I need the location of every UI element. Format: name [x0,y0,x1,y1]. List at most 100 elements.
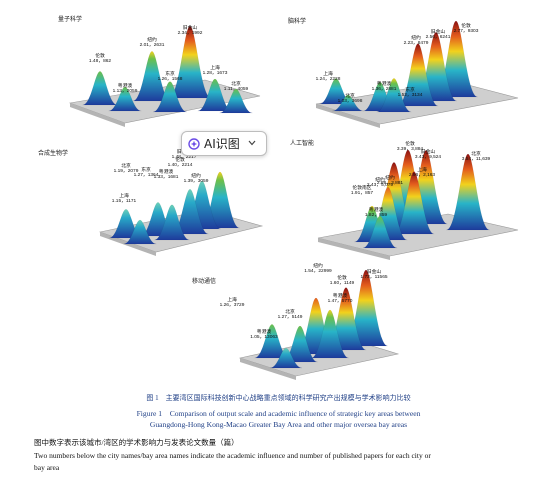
surface-peak [332,94,364,112]
peak-values: 1.82，859 [364,213,388,219]
peak-label: 伦敦南区 1.91，857 [351,186,373,196]
peak-values: 1.52，3134 [397,93,423,99]
peak-label: 北京 1.19，2079 [114,164,139,174]
plot-synthetic-biology: 合成生物学 北京 1.19，2079 上海 1.15，1171 东京 1.27，1364 粤… [30,140,270,262]
peak-city: 东京 [165,72,175,77]
peak-label: 纽约 1.39，3059 [184,174,209,184]
peak-label: 粤港澳 1.82，859 [365,208,387,218]
peak-values: 1.26，3729 [219,303,245,309]
peak-values: 1.27，5149 [277,315,303,321]
peak-city: 粤港澳 [332,294,348,299]
peak-label: 伦敦 1.48，862 [89,54,111,64]
surface-plot [238,269,400,380]
peak-label: 粤港澳 1.13，2059 [113,84,138,94]
peak-label: 粤港澳 1.36，2881 [372,82,397,92]
peak-city: 上海 [227,298,237,303]
peak-label: 上海 2.96，2,163 [409,168,435,178]
peak-values: 3.43，9,524 [414,155,442,161]
peak-label: 上海 1.15，1171 [112,194,136,204]
peak-city: 旧金山 [420,150,436,155]
peak-values: 1.73，11565 [360,275,388,281]
peak-values: 1.19，2079 [113,169,139,175]
plot-brain-science: 脑科学 上海 1.24，2228 北京 1.03，3698 粤港澳 1.36，2881 东京… [288,8,528,130]
peak-values: 1.15，1171 [111,199,137,205]
peak-city: 粤港澳 [368,208,384,213]
surface-peak [446,153,490,231]
surface-peak [219,88,253,114]
peak-city: 粤港澳 [256,330,272,335]
peak-label: 北京 1.11，4059 [224,82,248,92]
peak-label: 纽约 1.54，22999 [304,264,331,274]
peak-label: 纽约 2.43，5,079 [367,178,393,188]
peak-values: 1.13，2059 [112,89,138,95]
surface-plot [317,149,519,260]
peak-city: 上海 [119,194,129,199]
peak-values: 2.86，3,881 [376,181,404,187]
surface-plot [68,25,261,127]
peak-values: 1.40，2214 [167,163,193,169]
peak-label: 北京 1.03，3698 [338,94,363,104]
peak-city: 粤港澳 [117,84,133,89]
plot-artificial-intelligence: 人工智能 伦敦 3.39，3,884 纽约 2.86，3,881 旧金山 3.43，9,5… [288,132,528,262]
peak-label: 旧金山 2.34，1992 [178,26,203,36]
peak-city: 纽约 [313,264,323,269]
figure-caption-zh: 图 1 主要湾区国际科技创新中心战略重点领域的科学研究产出规模与学术影响力比较 [146,394,411,402]
peak-city: 北京 [121,164,131,169]
peak-values: 1.36，2881 [371,87,397,93]
peak-label: 粤港澳 1.33，1681 [154,170,179,180]
peak-city: 东京 [405,88,415,93]
peak-city: 旧金山 [182,26,198,31]
ai-recognize-button[interactable]: AI识图 [181,131,267,156]
peak-city: 伦敦 [175,158,185,163]
peak-values: 1.03，3698 [337,99,363,105]
peak-city: 伦敦 [337,276,347,281]
figure-note-zh: 图中数字表示该城市/湾区的学术影响力与发表论文数量（篇） [34,438,239,447]
peak-label: 上海 1.24，2228 [316,72,341,82]
surface-peak [108,86,142,112]
peak-values: 2.56，6241 [425,35,451,41]
panel-title: 移动通信 [192,279,217,285]
peak-city: 粤港澳 [376,82,392,87]
peak-city: 东京 [141,168,151,173]
peak-values: 1.33，1681 [153,175,179,181]
peak-city: 伦敦 [95,54,105,59]
peak-label: 东京 1.26，1568 [158,72,183,82]
peak-city: 纽约 [385,176,395,181]
surface-plot [315,20,519,128]
peak-values: 1.11，4059 [223,87,249,93]
figure-note-en-line1: Two numbers below the city names/bay are… [34,451,431,460]
peak-label: 旧金山 3.43，9,524 [415,150,441,160]
peak-values: 3.39，3,884 [396,147,424,153]
figure-note-en-line2: bay area [34,463,60,472]
peak-label: 旧金山 2.56，6241 [426,30,451,40]
peak-label: 东京 1.52，3134 [398,88,423,98]
plot-quantum-science: 量子科学 伦敦 1.48，862 粤港澳 1.13，2059 纽约 2.01，2631 东京… [30,8,270,130]
peak-values: 1.54，22999 [304,269,332,275]
peak-city: 上海 [323,72,333,77]
peak-label: 北京 1.27，5149 [278,310,303,320]
peak-values: 1.39，3059 [183,179,209,185]
peak-values: 1.48，862 [88,59,112,65]
peak-values: 3.54，11,639 [461,157,491,163]
peak-city: 伦敦 [461,24,471,29]
peak-city: 旧金山 [366,270,382,275]
peak-values: 1.91，857 [350,191,374,197]
peak-label: 粤港澳 1.47，5770 [328,294,353,304]
peak-label: 伦敦 1.40，2214 [168,158,193,168]
peak-label: 粤港澳 1.05，13063 [250,330,277,340]
figure-caption-en-line2: Guangdong-Hong Kong-Macao Greater Bay Ar… [149,420,408,429]
peak-city: 北京 [231,82,241,87]
peak-city: 上海 [210,66,220,71]
peak-values: 2.34，1992 [177,31,203,37]
peak-label: 伦敦 2.77，9303 [454,24,479,34]
peak-label: 纽约 2.23，8479 [404,36,429,46]
peak-label: 伦敦 3.39，3,884 [397,142,423,152]
peak-city: 北京 [345,94,355,99]
peak-values: 1.48，2217 [171,155,197,161]
panel-title: 量子科学 [58,17,83,23]
peak-values: 1.26，1568 [157,77,183,83]
panel-title: 人工智能 [290,141,315,147]
peak-city: 纽约 [411,36,421,41]
peak-values: 1.28，1673 [202,71,228,77]
peak-city: 北京 [471,152,481,157]
